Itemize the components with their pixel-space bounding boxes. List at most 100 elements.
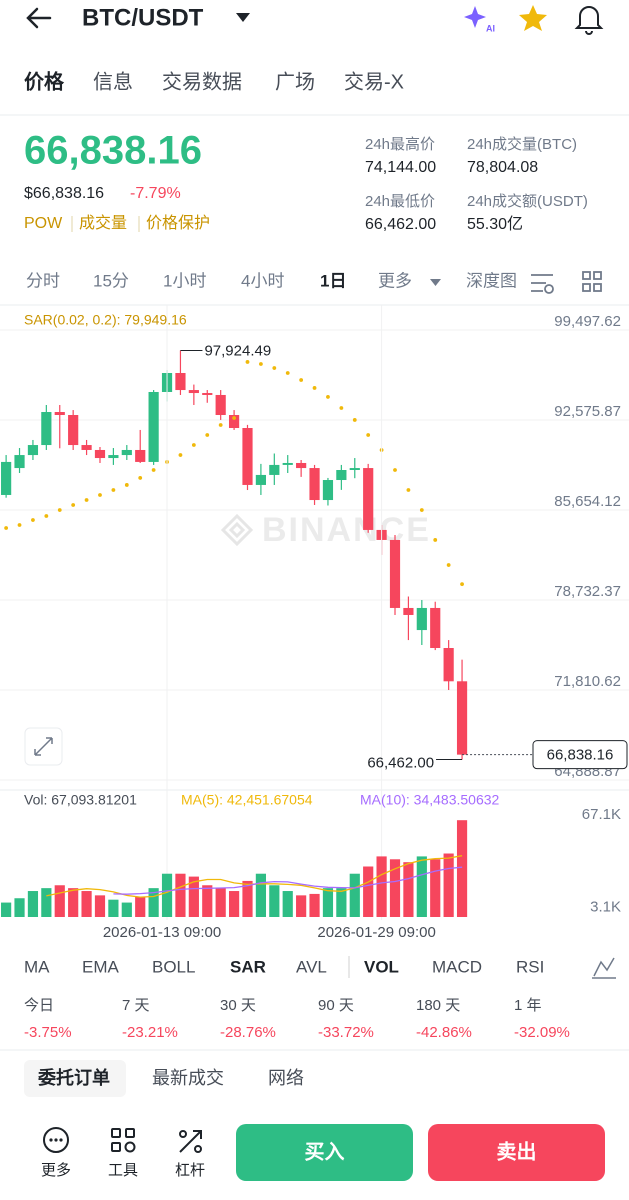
volume-bar [27,891,39,917]
nav-tab[interactable]: 价格 [24,69,65,93]
sar-dot [312,386,317,390]
sell-button[interactable] [428,1124,605,1181]
order-tab[interactable]: 网络 [268,1068,304,1088]
period-change: -28.76% [220,1024,276,1041]
indicator-tab[interactable]: AVL [296,957,327,976]
more-icon[interactable] [43,1127,69,1153]
sell-label[interactable]: 卖出 [497,1140,537,1163]
depth-tab[interactable]: 深度图 [466,271,517,290]
expand-button[interactable] [24,727,63,766]
nav-tab[interactable]: 交易数据 [162,70,242,93]
candle-body [389,539,401,608]
ticker-tag[interactable]: POW [24,215,63,232]
order-tab[interactable]: 最新成交 [152,1068,224,1088]
volume-bar [94,895,106,917]
interval-tab[interactable]: 1小时 [163,271,206,290]
sar-dot [299,378,304,382]
grid-icon[interactable] [582,271,602,292]
candle-body [14,455,25,469]
pair-title[interactable]: BTC/USDT [82,4,204,31]
last-price-box [532,740,628,770]
sar-dot [232,416,236,420]
indicator-tab[interactable]: MACD [432,957,482,976]
indicator-tab[interactable]: SAR [230,957,266,976]
pair-dropdown[interactable] [236,13,250,22]
low-label: 66,462.00 [367,755,434,772]
candle-body [269,464,280,475]
candle-body [68,415,79,446]
indicator-tab[interactable]: RSI [516,957,544,976]
interval-tab[interactable]: 分时 [26,271,60,290]
nav-tab[interactable]: 交易-X [344,70,404,93]
buy-button[interactable] [236,1124,413,1181]
period-change: -23.21% [122,1024,178,1041]
volume-bar [41,888,52,917]
candle-body [349,468,360,471]
candle-body [309,468,320,501]
x-tick-label: 2026-01-13 09:00 [103,924,221,941]
volume-bar [68,888,79,917]
order-tab[interactable]: 委托订单 [37,1067,110,1088]
volume-bar [215,888,226,917]
volume-bar [242,880,253,917]
chart-settings-icon[interactable] [592,957,616,979]
ticker-tag[interactable]: 价格保护 [146,214,210,232]
x-tick-label: 2026-01-29 09:00 [317,924,435,941]
period-change: -42.86% [416,1024,472,1041]
candle-body [1,461,12,495]
candle-body [430,607,441,649]
volume-bar [1,902,12,917]
sar-dot [98,493,102,497]
interval-tab[interactable]: 15分 [93,271,129,290]
sar-dot [17,523,22,527]
volume-bar [148,888,159,917]
y-tick-label: 99,497.62 [554,313,621,330]
volume-bar [309,893,320,917]
volume-tick-label: 3.1K [590,898,621,915]
nav-tab[interactable]: 信息 [93,70,133,93]
price-change: -7.79% [130,185,181,202]
ticker-tag[interactable]: 成交量 [79,214,127,232]
candle-body [443,648,454,682]
period-label: 30 天 [220,997,256,1014]
nav-tab[interactable]: 广场 [275,70,315,93]
volume-bar [282,891,293,917]
price-chart: BINANCE [0,329,629,781]
volume-bar [108,899,119,917]
indicator-tab[interactable]: VOL [364,957,399,976]
layout-icon[interactable] [531,274,554,294]
back-button[interactable] [26,7,52,29]
buy-label[interactable]: 买入 [305,1140,345,1163]
volume-bar [389,859,401,917]
interval-tab[interactable]: 4小时 [241,271,284,290]
tools-icon[interactable] [111,1128,136,1153]
bell-button[interactable] [574,6,604,35]
indicator-tab[interactable]: EMA [82,957,120,976]
volume-bar [135,896,146,917]
y-tick-label: 92,575.87 [554,403,621,420]
indicator-tab[interactable]: BOLL [152,957,195,976]
ai-button[interactable]: AI [464,6,495,33]
volume-bar [121,902,132,917]
volume-bar [430,859,441,917]
candle-body [27,445,39,456]
stat-label: 24h最低价 [365,193,435,210]
favorite-star[interactable] [519,5,547,31]
interval-more[interactable]: 更多 [378,271,412,290]
candle-body [282,462,293,465]
tool-label: 杠杆 [175,1162,205,1179]
sar-dot [191,443,196,447]
period-change: -33.72% [318,1024,374,1041]
indicator-tab[interactable]: MA [24,957,50,976]
volume-legend: MA(5): 42,451.67054 [181,792,313,808]
interval-tab[interactable]: 1日 [320,271,346,290]
leverage-icon[interactable] [179,1130,202,1153]
candle-body [403,607,414,615]
volume-bar [228,891,240,917]
candle-body [296,462,307,469]
candle-body [81,445,92,450]
volume-bar [255,873,267,917]
sar-dot [218,423,223,427]
volume-bar [14,898,25,917]
ma-line [113,866,463,895]
